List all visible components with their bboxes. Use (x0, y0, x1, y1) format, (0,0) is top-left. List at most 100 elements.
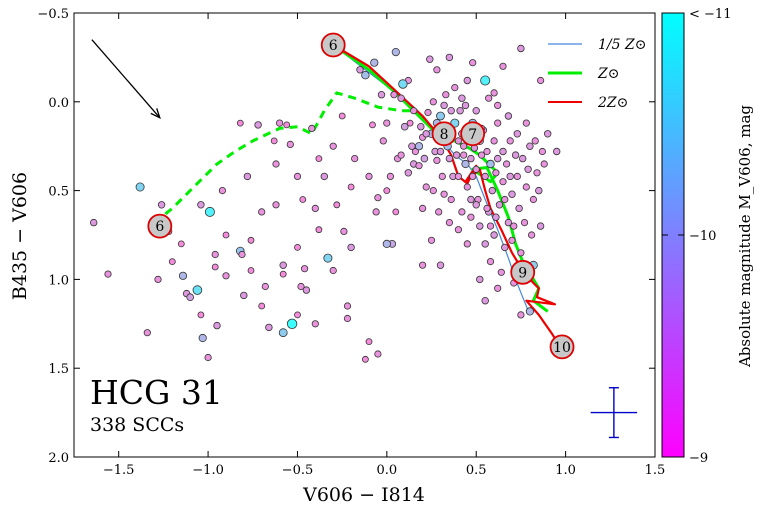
y-tick-label: −0.5 (37, 7, 69, 22)
scatter-point (279, 270, 287, 278)
scatter-point (499, 62, 507, 70)
scatter-point (442, 91, 450, 99)
age-marker (460, 121, 486, 147)
x-tick-label: 1.5 (645, 463, 666, 478)
scatter-point (329, 142, 337, 150)
scatter-point (338, 112, 346, 120)
age-marker-label: 6 (155, 219, 164, 235)
scatter-point (238, 250, 246, 259)
scatter-point (286, 318, 298, 330)
scatter-point (490, 231, 498, 239)
scatter-point (222, 272, 230, 280)
scatter-point (236, 119, 244, 127)
scatter-point (420, 154, 429, 163)
scatter-point (261, 282, 269, 291)
scatter-point (447, 195, 455, 204)
scatter-point (506, 137, 514, 145)
scatter-point (494, 284, 502, 292)
scatter-point (198, 333, 207, 343)
scatter-point (486, 222, 495, 230)
x-axis-title: V606 − I814 (302, 484, 425, 506)
scatter-point (297, 282, 305, 291)
scatter-point (427, 236, 436, 244)
scatter-point (278, 328, 288, 338)
age-marker (320, 32, 346, 58)
annotation-title: HCG 31 (90, 373, 223, 412)
scatter-point (186, 293, 195, 302)
scatter-point (279, 261, 287, 269)
x-tick-label: 1.0 (555, 463, 576, 478)
scatter-point (529, 195, 538, 204)
scatter-point (213, 321, 221, 330)
scatter-point (511, 151, 520, 159)
scatter-point (351, 155, 359, 163)
scatter-point (531, 137, 539, 145)
scatter-point (460, 151, 468, 159)
age-markers: 6 6 8 7 9 10 (147, 32, 575, 360)
scatter-point (365, 338, 373, 346)
scatter-point (438, 172, 446, 180)
scatter-point (192, 285, 203, 295)
scatter-point (254, 121, 262, 129)
scatter-point (435, 208, 443, 216)
scatter-point (406, 119, 414, 127)
age-marker (147, 213, 173, 239)
scatter-point (218, 187, 226, 195)
scatter-point (481, 240, 489, 248)
x-tick-label: 0.0 (377, 463, 398, 478)
scatter-point (472, 165, 480, 173)
scatter-point (481, 297, 489, 305)
scatter-point (343, 314, 352, 323)
scatter-point (461, 101, 470, 110)
scatter-point (488, 186, 496, 195)
scatter-point (440, 190, 448, 198)
scatter-point (469, 172, 477, 180)
scatter-point (522, 183, 530, 191)
scatter-point (286, 140, 294, 148)
scatter-point (517, 311, 525, 319)
scatter-point (452, 151, 461, 159)
scatter-point (418, 261, 427, 269)
scatter-point (527, 231, 536, 239)
scatter-point (445, 53, 454, 62)
scatter-point (486, 257, 495, 266)
y-tick-label: 0.5 (48, 185, 69, 200)
scatter-point (374, 194, 382, 202)
scatter-point (536, 76, 545, 85)
scatter-point (178, 271, 188, 280)
scatter-point (476, 222, 484, 230)
scatter-point (369, 121, 376, 129)
scatter-point (454, 226, 462, 234)
scatter-point (467, 195, 475, 204)
scatter-point (504, 218, 513, 227)
scatter-point (315, 226, 323, 234)
scatter-point (486, 159, 495, 169)
legend-label: Z⊙ (597, 66, 619, 82)
scatter-point (347, 183, 355, 191)
scatter-point (390, 91, 398, 99)
scatter-point (506, 172, 514, 181)
scatter-point (535, 186, 543, 195)
annotation-subtitle: 338 SCCs (90, 414, 184, 436)
scatter-point (417, 122, 425, 131)
scatter-point (240, 291, 248, 300)
y-tick-label: 0.0 (48, 96, 69, 111)
scatter-point (204, 353, 212, 362)
y-tick-label: 1.5 (48, 362, 69, 377)
scatter-point (429, 98, 437, 106)
scatter-point (553, 147, 561, 156)
scatter-point (293, 172, 302, 180)
scatter-point (377, 90, 386, 99)
scatter-point (460, 142, 468, 150)
scatter-point (294, 243, 301, 251)
scatter-point (197, 201, 205, 209)
scatter-point (347, 243, 355, 252)
scatter-point (436, 147, 445, 156)
scatter-point (502, 160, 511, 168)
error-bar (590, 387, 638, 439)
scatter-point (275, 119, 284, 127)
scatter-point (433, 66, 441, 74)
scatter-point (410, 107, 418, 115)
scatter-point (458, 94, 466, 102)
